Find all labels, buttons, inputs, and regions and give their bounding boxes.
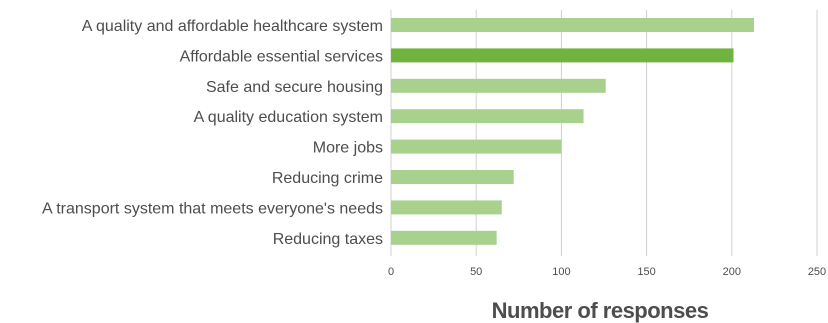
bar (391, 230, 497, 245)
x-axis-title: Number of responses (492, 298, 709, 323)
category-label: Reducing crime (272, 170, 383, 187)
x-tick-label: 100 (552, 266, 570, 278)
x-tick-label: 150 (637, 266, 655, 278)
category-label: More jobs (313, 140, 383, 157)
category-label: A quality education system (194, 109, 383, 126)
category-label: Safe and secure housing (206, 79, 383, 96)
x-tick-label: 250 (808, 266, 826, 278)
category-label: Reducing taxes (273, 231, 383, 248)
x-tick-labels: 0 50 100 150 200 250 (388, 266, 826, 278)
bars (391, 18, 754, 245)
category-label: Affordable essential services (180, 48, 383, 65)
category-label: A transport system that meets everyone's… (42, 200, 383, 217)
bar (391, 78, 606, 93)
x-tick-label: 0 (388, 266, 394, 278)
bar (391, 170, 514, 184)
bar (391, 18, 754, 32)
x-tick-label: 50 (470, 266, 482, 278)
bar (391, 109, 584, 124)
category-labels: A quality and affordable healthcare syst… (42, 18, 383, 248)
bar (391, 48, 734, 63)
bar (391, 139, 562, 154)
grid-lines (390, 10, 818, 256)
x-tick-label: 200 (723, 266, 741, 278)
bar (391, 200, 502, 215)
category-label: A quality and affordable healthcare syst… (82, 18, 383, 35)
